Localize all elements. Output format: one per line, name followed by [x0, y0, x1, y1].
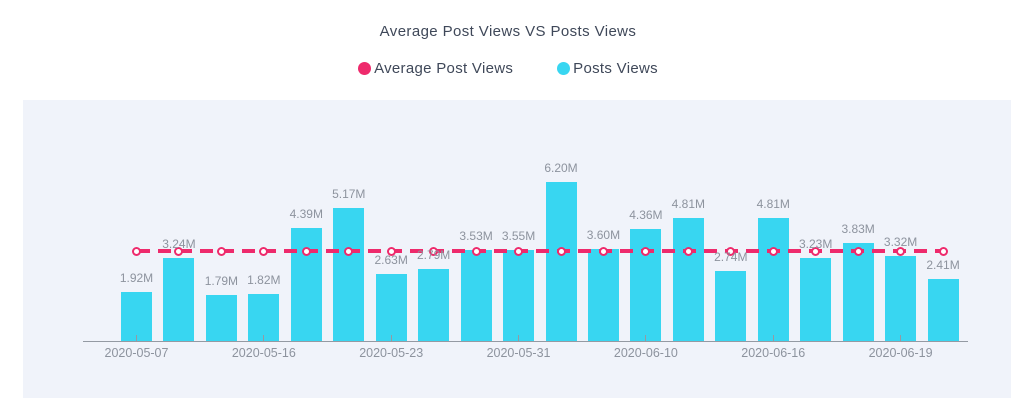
bar-value-label: 1.82M	[247, 273, 281, 288]
average-line-point[interactable]	[386, 246, 396, 256]
bar-value-label: 6.20M	[544, 160, 578, 175]
legend-item-posts-views[interactable]: Posts Views	[557, 60, 658, 77]
bar-value-label: 3.23M	[799, 237, 833, 252]
average-line-point[interactable]	[683, 246, 693, 256]
chart-panel: 1.92M 3.24M 1.79M 1.82M 4.39M 5.17M 2.63M 2.79M…	[23, 100, 1011, 398]
bar-posts-views[interactable]	[715, 270, 747, 341]
legend-label-average-post-views: Average Post Views	[374, 60, 514, 77]
average-line-point[interactable]	[216, 246, 226, 256]
plot-area: 1.92M 3.24M 1.79M 1.82M 4.39M 5.17M 2.63M 2.79M…	[23, 100, 1011, 398]
average-line-point[interactable]	[938, 246, 948, 256]
average-line-point[interactable]	[259, 246, 269, 256]
bar-posts-views[interactable]	[205, 295, 237, 341]
average-line-point[interactable]	[174, 246, 184, 256]
legend-label-posts-views: Posts Views	[573, 60, 658, 77]
bar-posts-views[interactable]	[290, 228, 322, 341]
bar-posts-views[interactable]	[418, 269, 450, 341]
bar-value-label: 2.79M	[416, 248, 451, 263]
bar-value-label: 5.17M	[332, 187, 366, 202]
bar-posts-views[interactable]	[545, 181, 577, 341]
average-line-point[interactable]	[556, 246, 566, 256]
bar-value-label: 1.92M	[119, 270, 154, 285]
bar-value-label: 4.81M	[671, 196, 706, 211]
average-line-point[interactable]	[132, 246, 141, 256]
x-axis-tick	[645, 335, 647, 341]
average-line-point[interactable]	[344, 246, 354, 256]
average-line-point[interactable]	[641, 246, 651, 256]
x-axis-tick	[900, 335, 902, 341]
bar-posts-views[interactable]	[163, 257, 195, 341]
bar-value-label: 3.32M	[883, 234, 918, 249]
average-line	[136, 249, 944, 254]
bar-value-label: 2.63M	[374, 252, 408, 267]
chart-title: Average Post Views VS Posts Views	[379, 23, 637, 40]
bar-posts-views[interactable]	[248, 294, 280, 341]
x-axis-label: 2020-05-31	[486, 346, 551, 360]
average-line-point[interactable]	[471, 246, 481, 256]
x-axis-tick	[390, 335, 392, 341]
x-axis-label: 2020-06-16	[741, 346, 806, 360]
x-axis-tick	[263, 335, 265, 341]
bar-posts-views[interactable]	[757, 217, 789, 341]
bar-posts-views[interactable]	[587, 248, 619, 341]
average-line-point[interactable]	[726, 246, 736, 256]
bar-value-label: 4.81M	[756, 196, 790, 211]
bar-value-label: 4.39M	[289, 207, 323, 222]
bar-posts-views[interactable]	[672, 217, 704, 341]
legend: Average Post Views Posts Views	[0, 60, 1016, 77]
average-line-point[interactable]	[811, 246, 821, 256]
average-post-views-dot-icon	[358, 62, 372, 75]
x-axis-label: 2020-05-23	[359, 346, 424, 360]
average-line-point[interactable]	[514, 246, 524, 256]
posts-views-dot-icon	[557, 62, 571, 75]
average-line-point[interactable]	[301, 246, 311, 256]
bar-posts-views[interactable]	[630, 229, 662, 341]
bar-posts-views[interactable]	[460, 250, 492, 341]
bar-posts-views[interactable]	[375, 273, 407, 341]
bar-posts-views[interactable]	[842, 242, 874, 341]
bar-value-label: 3.55M	[501, 228, 536, 243]
x-axis-label: 2020-05-16	[231, 346, 296, 360]
bar-value-label: 3.60M	[586, 227, 621, 242]
average-line-point[interactable]	[896, 246, 906, 256]
x-axis-tick	[136, 335, 137, 341]
average-line-point[interactable]	[768, 246, 778, 256]
bar-posts-views[interactable]	[885, 255, 917, 341]
x-axis-tick	[772, 335, 774, 341]
x-axis-label: 2020-06-19	[868, 346, 933, 360]
bar-value-label: 4.36M	[629, 208, 663, 223]
bar-value-label: 1.79M	[204, 274, 239, 289]
bar-posts-views[interactable]	[121, 291, 152, 341]
bar-value-label: 2.74M	[714, 249, 748, 264]
bar-posts-views[interactable]	[927, 279, 959, 341]
x-axis-tick	[518, 335, 520, 341]
x-axis-label: 2020-06-10	[613, 346, 678, 360]
x-axis-line	[83, 341, 968, 342]
legend-item-average-post-views[interactable]: Average Post Views	[358, 60, 513, 77]
bar-value-label: 3.83M	[841, 221, 875, 236]
bar-posts-views[interactable]	[800, 258, 832, 341]
bar-value-label: 2.41M	[926, 258, 960, 273]
x-axis-label: 2020-05-07	[104, 346, 169, 360]
average-line-point[interactable]	[429, 246, 439, 256]
average-line-point[interactable]	[598, 246, 608, 256]
bar-posts-views[interactable]	[333, 208, 365, 341]
average-line-point[interactable]	[853, 246, 863, 256]
bar-value-label: 3.24M	[162, 236, 196, 251]
bar-value-label: 3.53M	[459, 229, 493, 244]
bar-posts-views[interactable]	[503, 249, 535, 341]
